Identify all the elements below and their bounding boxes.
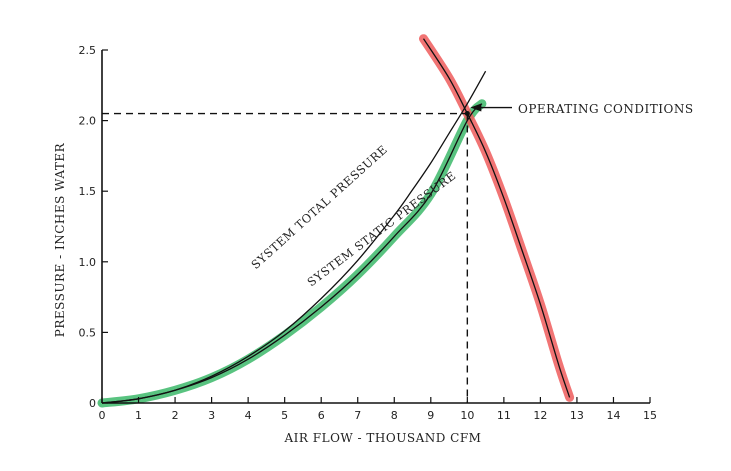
- y-tick-label: 2.0: [79, 115, 97, 128]
- x-tick-label: 11: [497, 409, 511, 422]
- x-tick-label: 12: [533, 409, 547, 422]
- series-highlight-2: [419, 34, 575, 402]
- x-tick-label: 13: [570, 409, 584, 422]
- system-static-pressure-label: SYSTEM STATIC PRESSURE: [305, 168, 459, 289]
- x-tick-label: 7: [354, 409, 361, 422]
- y-tick-label: 2.5: [79, 44, 97, 57]
- x-tick-label: 2: [172, 409, 179, 422]
- x-tick-label: 10: [460, 409, 474, 422]
- y-axis-title: PRESSURE - INCHES WATER: [53, 142, 67, 337]
- y-tick-label: 0.5: [79, 326, 97, 339]
- x-tick-label: 15: [643, 409, 657, 422]
- operating-conditions-label: OPERATING CONDITIONS: [518, 102, 694, 116]
- x-tick-label: 9: [427, 409, 434, 422]
- x-tick-label: 6: [318, 409, 325, 422]
- x-tick-label: 1: [135, 409, 142, 422]
- x-tick-label: 4: [245, 409, 252, 422]
- series-highlight-1: [97, 99, 487, 408]
- x-tick-label: 8: [391, 409, 398, 422]
- highlight-layer: [97, 34, 575, 408]
- series-line-1: [101, 103, 483, 404]
- x-tick-label: 14: [606, 409, 620, 422]
- system-total-pressure-label: SYSTEM TOTAL PRESSURE: [248, 142, 390, 272]
- x-tick-label: 3: [208, 409, 215, 422]
- y-tick-label: 1.0: [79, 256, 97, 269]
- x-tick-label: 5: [281, 409, 288, 422]
- y-tick-label: 1.5: [79, 185, 97, 198]
- series-line-2: [422, 38, 571, 398]
- x-tick-label: 0: [99, 409, 106, 422]
- curve-layer: [101, 38, 571, 404]
- y-tick-label: 0: [89, 397, 96, 410]
- x-axis-title: AIR FLOW - THOUSAND CFM: [284, 431, 482, 445]
